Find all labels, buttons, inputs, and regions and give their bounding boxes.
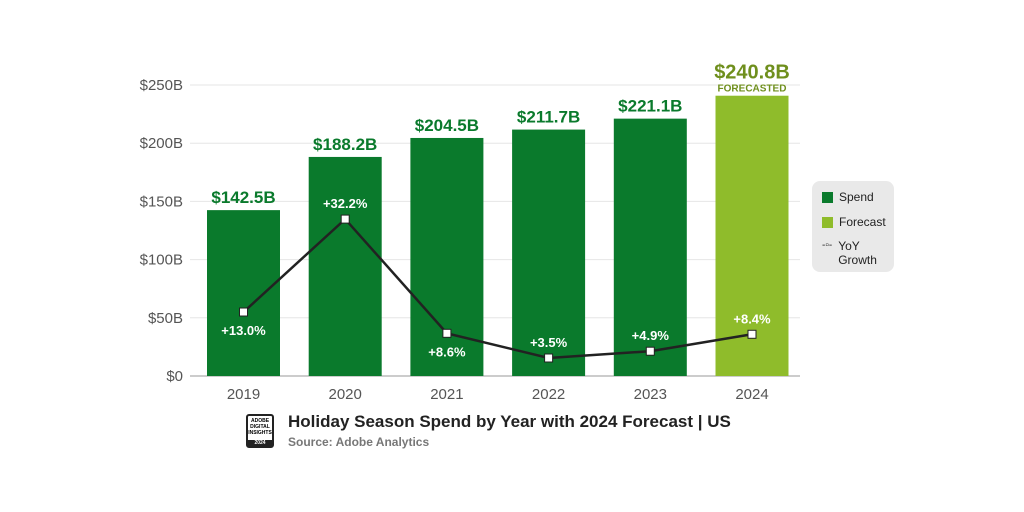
y-tick-label: $150B [140, 193, 183, 210]
spend-swatch [822, 192, 833, 203]
y-tick-label: $250B [140, 77, 183, 94]
x-tick-label: 2019 [227, 386, 260, 403]
bar-value-label: $142.5B [211, 188, 275, 207]
y-tick-label: $50B [148, 310, 183, 327]
adobe-digital-insights-logo: ADOBE DIGITAL INSIGHTS 2024 [246, 414, 274, 448]
x-tick-label: 2020 [329, 386, 362, 403]
bar-value-label: $188.2B [313, 135, 377, 154]
growth-point [239, 307, 248, 317]
growth-label: +13.0% [221, 323, 266, 338]
legend: Spend Forecast -▫- YoY Growth [812, 181, 894, 272]
growth-label: +3.5% [530, 335, 568, 350]
growth-label: +32.2% [323, 196, 368, 211]
chart-source: Source: Adobe Analytics [288, 435, 430, 449]
bar-2019 [207, 210, 280, 376]
y-tick-label: $0 [166, 368, 183, 385]
growth-label: +8.4% [733, 311, 771, 326]
x-tick-label: 2022 [532, 386, 565, 403]
legend-item-forecast: Forecast [822, 215, 886, 229]
growth-point [442, 328, 452, 338]
chart-title: Holiday Season Spend by Year with 2024 F… [288, 412, 731, 431]
line-marker-icon: -▫- [822, 240, 833, 251]
bar-2024 [715, 95, 789, 376]
forecast-annotation: FORECASTED [718, 84, 787, 95]
forecast-swatch [822, 217, 833, 228]
legend-label: Forecast [839, 215, 886, 229]
bar-2020 [308, 156, 382, 376]
growth-label: +4.9% [632, 328, 670, 343]
x-tick-label: 2023 [634, 386, 667, 403]
bar-value-label: $204.5B [415, 116, 479, 135]
x-tick-label: 2021 [430, 386, 463, 403]
growth-point [747, 329, 757, 339]
bar-value-label: $211.7B [517, 108, 580, 127]
growth-point [544, 353, 554, 363]
legend-item-growth: -▫- YoY Growth [822, 239, 882, 267]
legend-label: YoY Growth [838, 239, 877, 267]
growth-point [645, 346, 655, 356]
legend-item-spend: Spend [822, 190, 874, 204]
yoy-growth-line [242, 217, 753, 360]
y-tick-label: $200B [140, 135, 183, 152]
bar-value-label: $240.8B [714, 62, 790, 84]
logo-year: 2024 [248, 440, 272, 446]
bar-2022 [512, 129, 586, 376]
growth-label: +8.6% [428, 344, 466, 359]
bar-2023 [613, 118, 687, 377]
legend-label: Spend [839, 190, 874, 204]
bar-value-label: $221.1B [618, 97, 682, 116]
y-tick-label: $100B [140, 252, 183, 269]
growth-point [340, 214, 350, 224]
x-tick-label: 2024 [735, 386, 768, 403]
